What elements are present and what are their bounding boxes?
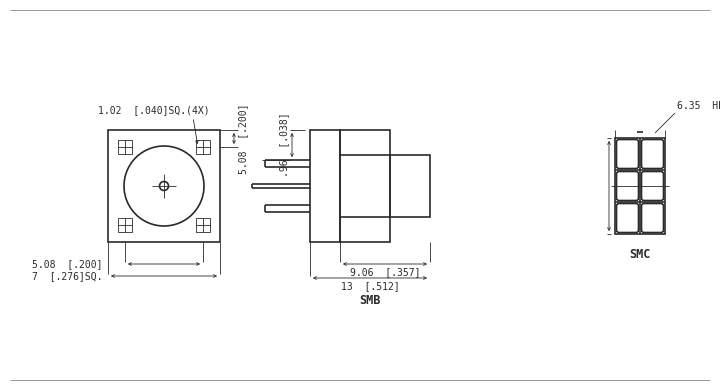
Bar — [118, 140, 132, 154]
Text: 1.02  [.040]SQ.(4X): 1.02 [.040]SQ.(4X) — [98, 105, 210, 115]
Text: SMC: SMC — [629, 248, 651, 261]
Text: 7  [.276]SQ.: 7 [.276]SQ. — [32, 271, 103, 281]
Text: SMB: SMB — [359, 294, 381, 307]
Text: 6.35  HE: 6.35 HE — [677, 101, 720, 111]
Bar — [118, 218, 132, 232]
Bar — [196, 218, 210, 232]
Bar — [196, 140, 210, 154]
Bar — [340, 130, 390, 242]
Text: 5.08  [.200]: 5.08 [.200] — [238, 103, 248, 174]
Bar — [615, 138, 665, 234]
Text: 13  [.512]: 13 [.512] — [341, 281, 400, 291]
Text: 9.06  [.357]: 9.06 [.357] — [350, 267, 420, 277]
Text: 5.08  [.200]: 5.08 [.200] — [32, 259, 103, 269]
Text: .96  [.038]: .96 [.038] — [279, 113, 289, 177]
Bar — [310, 130, 340, 242]
Bar — [108, 130, 220, 242]
Bar — [390, 155, 430, 217]
